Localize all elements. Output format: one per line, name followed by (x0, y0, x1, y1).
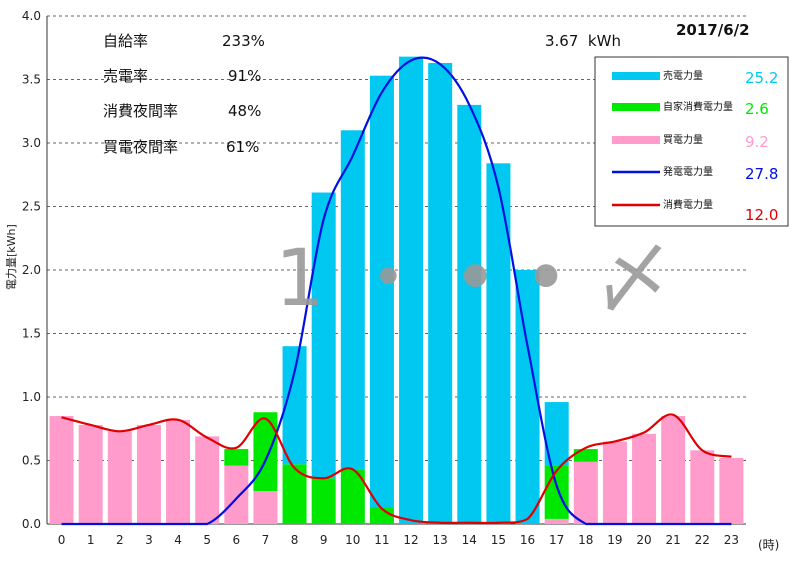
line-group (61, 56, 732, 526)
x-tick-label: 10 (345, 533, 360, 547)
x-tick-label: 22 (695, 533, 710, 547)
x-tick-label: 7 (262, 533, 270, 547)
stat-value: 91% (228, 67, 261, 85)
bar-buy (661, 416, 686, 524)
bar-self (573, 449, 598, 462)
x-tick-label: 20 (636, 533, 651, 547)
stat-label: 売電率 (103, 67, 148, 85)
y-tick-label: 4.0 (22, 9, 41, 23)
x-tick-label: 13 (433, 533, 448, 547)
watermark-text: 1 ・ • • 〆 (275, 234, 672, 324)
bar-self (253, 412, 278, 491)
y-tick-label: 2.0 (22, 263, 41, 277)
bar-buy (690, 450, 715, 524)
legend-total: 25.2 (745, 69, 778, 87)
y-tick-label: 3.5 (22, 73, 41, 87)
bar-sell (399, 56, 424, 524)
legend-label: 買電力量 (663, 133, 703, 146)
line-cons (61, 413, 732, 525)
bar-buy (166, 419, 191, 524)
x-tick-label: 14 (462, 533, 477, 547)
legend-swatch (612, 72, 660, 80)
bar-self (224, 449, 249, 466)
y-tick-label: 0.5 (22, 454, 41, 468)
stat-label: 買電夜間率 (103, 138, 178, 156)
bar-sell (486, 163, 511, 524)
x-tick-label: 9 (320, 533, 328, 547)
x-tick-label: 6 (232, 533, 240, 547)
bar-sell (311, 192, 336, 479)
bar-buy (224, 465, 249, 524)
legend-label: 自家消費電力量 (663, 100, 733, 113)
stats-panel: 自給率 233% 売電率 91% 消費夜間率 48% 買電夜間率 61% (103, 32, 265, 156)
x-tick-label: 1 (87, 533, 95, 547)
x-tick-label: 19 (607, 533, 622, 547)
legend-label: 発電電力量 (663, 165, 713, 178)
y-tick-label: 3.0 (22, 136, 41, 150)
bar-sell (428, 62, 453, 525)
x-tick-label: 5 (203, 533, 211, 547)
stat-label: 自給率 (103, 32, 148, 50)
x-tick-label: 11 (374, 533, 389, 547)
line-gen (61, 56, 732, 526)
x-tick-label: 4 (174, 533, 182, 547)
peak-label: 3.67 kWh (545, 32, 621, 50)
bar-sell (340, 130, 365, 470)
x-axis-label: (時) (758, 538, 779, 552)
x-axis-ticks: 0 1 2 3 4 5 6 7 8 9 10 11 12 13 14 15 16 17 18 19 20 21 22 23 (58, 533, 739, 547)
y-tick-label: 0.0 (22, 517, 41, 531)
x-tick-label: 16 (520, 533, 535, 547)
bar-buy (573, 461, 598, 524)
bar-buy (253, 490, 278, 524)
bar-buy (719, 457, 744, 524)
x-tick-label: 23 (724, 533, 739, 547)
y-axis-label: 電力量[kWh] (5, 224, 18, 290)
legend-total: 27.8 (745, 165, 778, 183)
stat-value: 48% (228, 102, 261, 120)
legend-label: 消費電力量 (663, 198, 713, 211)
stat-label: 消費夜間率 (103, 102, 178, 120)
bar-buy (136, 424, 161, 524)
bar-self (369, 507, 394, 524)
bar-buy (602, 441, 627, 524)
bar-sell (457, 104, 482, 525)
x-tick-label: 17 (549, 533, 564, 547)
stat-value: 61% (226, 138, 259, 156)
bar-buy (544, 518, 569, 524)
legend-total: 12.0 (745, 206, 778, 224)
bar-sell (515, 270, 540, 524)
legend-total: 2.6 (745, 100, 769, 118)
bar-self (544, 465, 569, 519)
x-tick-label: 12 (403, 533, 418, 547)
bar-buy (107, 431, 132, 524)
legend-swatch (612, 103, 660, 111)
y-tick-label: 2.5 (22, 200, 41, 214)
x-tick-label: 21 (666, 533, 681, 547)
x-tick-label: 3 (145, 533, 153, 547)
y-axis-ticks: 0.0 0.5 1.0 1.5 2.0 2.5 3.0 3.5 4.0 (22, 9, 41, 531)
stat-value: 233% (222, 32, 265, 50)
bar-buy (49, 416, 74, 524)
date-label: 2017/6/2 (676, 21, 750, 39)
x-tick-label: 8 (291, 533, 299, 547)
legend-swatch (612, 136, 660, 144)
x-tick-label: 0 (58, 533, 66, 547)
legend-total: 9.2 (745, 133, 769, 151)
bar-buy (78, 424, 103, 524)
x-tick-label: 15 (491, 533, 506, 547)
y-tick-label: 1.5 (22, 327, 41, 341)
y-tick-label: 1.0 (22, 390, 41, 404)
bar-sell (369, 75, 394, 508)
x-tick-label: 18 (578, 533, 593, 547)
legend: 売電力量 25.2 自家消費電力量 2.6 買電力量 9.2 発電電力量 27.8 消費電力量 1… (594, 56, 789, 227)
bar-buy (195, 436, 220, 524)
bar-self (311, 478, 336, 524)
x-tick-label: 2 (116, 533, 124, 547)
bar-buy (632, 433, 657, 524)
legend-label: 売電力量 (663, 69, 703, 82)
